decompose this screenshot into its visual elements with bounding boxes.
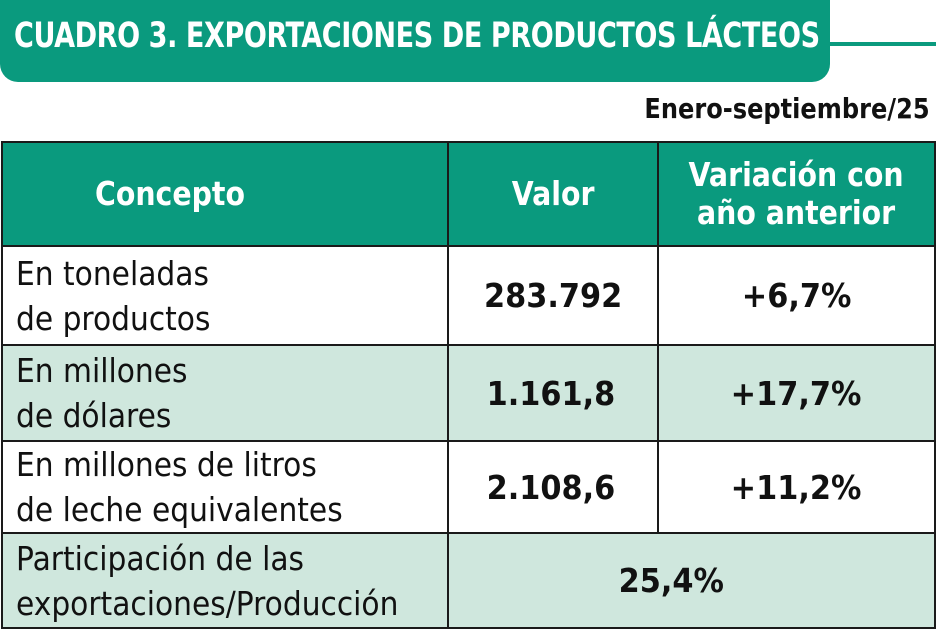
table-row: En millones de litros de leche equivalen… [1, 440, 936, 534]
table-title: CUADRO 3. EXPORTACIONES DE PRODUCTOS LÁC… [14, 16, 820, 56]
value-cell: 283.792 [447, 245, 659, 346]
variation-cell: +11,2% [657, 440, 936, 534]
header-variacion-line2: año anterior [697, 192, 896, 232]
value-cell: 1.161,8 [447, 344, 659, 442]
period-label: Enero-septiembre/25 [644, 92, 930, 125]
variation-cell: +17,7% [657, 344, 936, 442]
value-cell: 2.108,6 [447, 440, 659, 534]
table-row-participacion: Participación de las exportaciones/Produ… [1, 532, 936, 629]
table-row: En millones de dólares 1.161,8 +17,7% [1, 344, 936, 442]
title-banner: CUADRO 3. EXPORTACIONES DE PRODUCTOS LÁC… [0, 0, 830, 82]
variation-cell: +6,7% [657, 245, 936, 346]
exports-table: Concepto Valor Variación con año anterio… [1, 141, 936, 629]
header-concepto: Concepto [1, 141, 449, 247]
header-row: Concepto Valor Variación con año anterio… [1, 141, 936, 247]
header-variacion-line1: Variación con [688, 154, 905, 194]
participation-value-cell: 25,4% [447, 532, 936, 629]
header-variacion: Variación con año anterior [657, 141, 936, 247]
concept-cell: En toneladas de productos [1, 245, 449, 346]
title-rule [830, 42, 936, 46]
concept-cell: Participación de las exportaciones/Produ… [1, 532, 449, 629]
table-row: En toneladas de productos 283.792 +6,7% [1, 245, 936, 346]
concept-cell: En millones de dólares [1, 344, 449, 442]
concept-cell: En millones de litros de leche equivalen… [1, 440, 449, 534]
header-valor: Valor [447, 141, 659, 247]
